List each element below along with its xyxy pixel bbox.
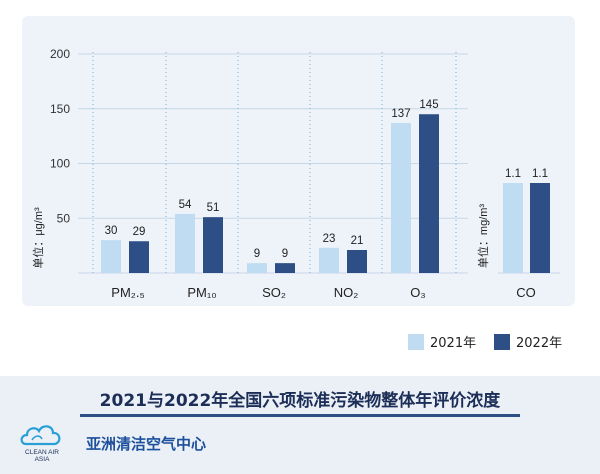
bar-2022-0 [129, 241, 149, 273]
legend-2021: 2021年 [408, 332, 476, 351]
value-label-2022-0: 29 [133, 226, 146, 238]
category-label-1: PM₁₀ [187, 285, 216, 300]
value-label-2022-1: 51 [207, 202, 220, 214]
bar-2022-2 [275, 263, 295, 273]
category-label-4: O₃ [410, 285, 425, 300]
legend-label-2022: 2022年 [516, 336, 563, 351]
clean-air-asia-logo: CLEAN AIR ASIA [20, 425, 61, 463]
bar-2021-co [503, 183, 523, 273]
value-label-2022-2: 9 [282, 248, 288, 260]
value-label-2022-co: 1.1 [532, 168, 548, 180]
value-label-2021-co: 1.1 [505, 168, 521, 180]
org-name: 亚洲清洁空气中心 [86, 435, 207, 453]
logo-line2: ASIA [35, 456, 50, 463]
bar-2022-3 [347, 250, 367, 273]
legend-2022: 2022年 [494, 332, 562, 351]
legend-swatch-2022 [494, 333, 510, 350]
bar-2021-1 [175, 213, 195, 273]
co-y-axis-label: 单位：mg/m³ [476, 204, 490, 268]
value-label-2021-4: 137 [391, 108, 410, 120]
chart-title: 2021与2022年全国六项标准污染物整体年评价浓度 [99, 391, 501, 411]
value-label-2022-3: 21 [351, 235, 364, 247]
y-tick-200: 200 [50, 47, 70, 61]
category-label-0: PM₂.₅ [111, 285, 144, 300]
legend-label-2021: 2021年 [430, 336, 477, 351]
y-tick-150: 150 [50, 102, 70, 116]
bar-2021-2 [247, 263, 267, 273]
value-label-2021-3: 23 [323, 233, 336, 245]
y-tick-100: 100 [50, 157, 70, 171]
value-label-2021-0: 30 [105, 225, 118, 237]
logo-line1: CLEAN AIR [25, 449, 59, 456]
value-label-2022-4: 145 [419, 99, 438, 111]
value-label-2021-1: 54 [179, 199, 192, 211]
value-label-2021-2: 9 [254, 248, 260, 260]
bar-2022-co [530, 183, 550, 273]
title-underline [80, 414, 520, 417]
category-label-co: CO [516, 285, 536, 300]
bar-2021-3 [319, 247, 339, 273]
category-label-3: NO₂ [334, 285, 359, 300]
bar-2021-0 [101, 240, 121, 273]
category-label-2: SO₂ [262, 285, 286, 300]
bar-2022-1 [203, 217, 223, 273]
y-tick-50: 50 [57, 211, 71, 225]
legend-swatch-2021 [408, 333, 424, 350]
bar-2022-4 [419, 114, 439, 273]
bar-2021-4 [391, 122, 411, 273]
footer-banner [0, 376, 600, 474]
y-axis-label: 单位：μg/m³ [31, 207, 45, 269]
